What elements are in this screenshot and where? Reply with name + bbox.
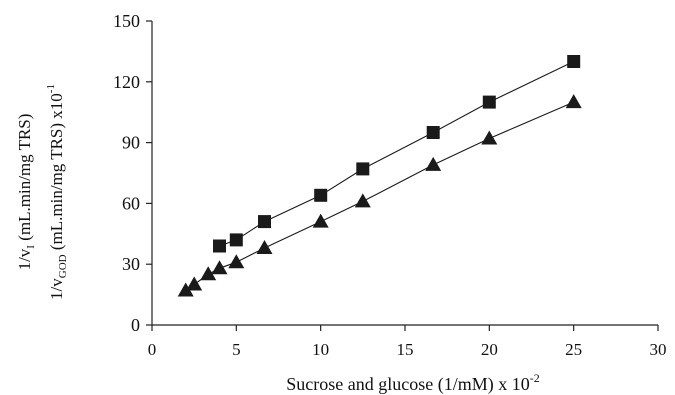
y-tick-label: 120 [113, 72, 140, 92]
square-marker [356, 162, 370, 176]
y-axis-label-line1: 1/vI (mL.min/mg TRS) [15, 114, 37, 271]
y-axis-label-line2-suffix: (mL.min/mg TRS) x10 [47, 93, 66, 254]
square-marker [567, 55, 581, 68]
series-line-square [219, 61, 574, 247]
triangle-marker [200, 266, 217, 281]
x-tick-label: 0 [148, 340, 157, 359]
x-tick-label: 25 [565, 340, 582, 359]
x-tick-label: 5 [232, 340, 241, 359]
triangle-marker [256, 240, 273, 254]
square-marker [213, 239, 226, 253]
square-marker [229, 233, 243, 247]
x-axis-label: Sucrose and glucose (1/mM) x 10-2 [286, 371, 539, 395]
y-tick-label: 90 [122, 133, 140, 153]
y-tick-label: 150 [113, 11, 140, 31]
y-axis-label-line2-subscript: GOD [57, 254, 69, 278]
triangle-marker [481, 130, 498, 145]
y-axis-label-line2-prefix: 1/v [47, 278, 66, 300]
x-tick-label: 15 [397, 340, 414, 359]
series-lines [185, 61, 574, 291]
y-tick-label: 30 [122, 254, 140, 274]
x-tick-label: 10 [312, 340, 329, 359]
triangle-marker [177, 282, 194, 297]
square-marker [482, 95, 496, 109]
series-line-triangle [185, 101, 574, 291]
x-tick-label: 20 [481, 340, 498, 359]
series-markers [177, 55, 582, 297]
triangle-marker [565, 94, 582, 109]
triangle-marker [211, 260, 228, 275]
x-axis-label-text: Sucrose and glucose (1/mM) x 10 [286, 374, 529, 395]
square-marker [426, 126, 440, 139]
triangle-marker [425, 156, 442, 171]
y-tick-label: 0 [131, 315, 140, 335]
y-axis-label-line1-subscript: I [25, 245, 37, 249]
triangle-marker [312, 213, 329, 228]
y-tick-label: 60 [122, 193, 140, 213]
x-tick-label: 30 [650, 340, 667, 359]
square-marker [258, 215, 271, 229]
triangle-marker [186, 276, 203, 291]
axes: 0 30 60 90 120 150 0 5 10 15 20 25 30 [113, 11, 667, 359]
square-marker [314, 188, 328, 202]
triangle-marker [228, 254, 245, 269]
y-axis-label-line1-suffix: (mL.min/mg TRS) [15, 114, 34, 245]
y-axis-label-line1-prefix: 1/v [15, 248, 34, 270]
x-axis-label-exponent: -2 [530, 371, 540, 385]
triangle-marker [354, 193, 371, 208]
y-axis-label-line2-exponent: -1 [45, 84, 57, 93]
y-axis-label-line2: 1/vGOD (mL.min/mg TRS) x10-1 [45, 84, 69, 300]
